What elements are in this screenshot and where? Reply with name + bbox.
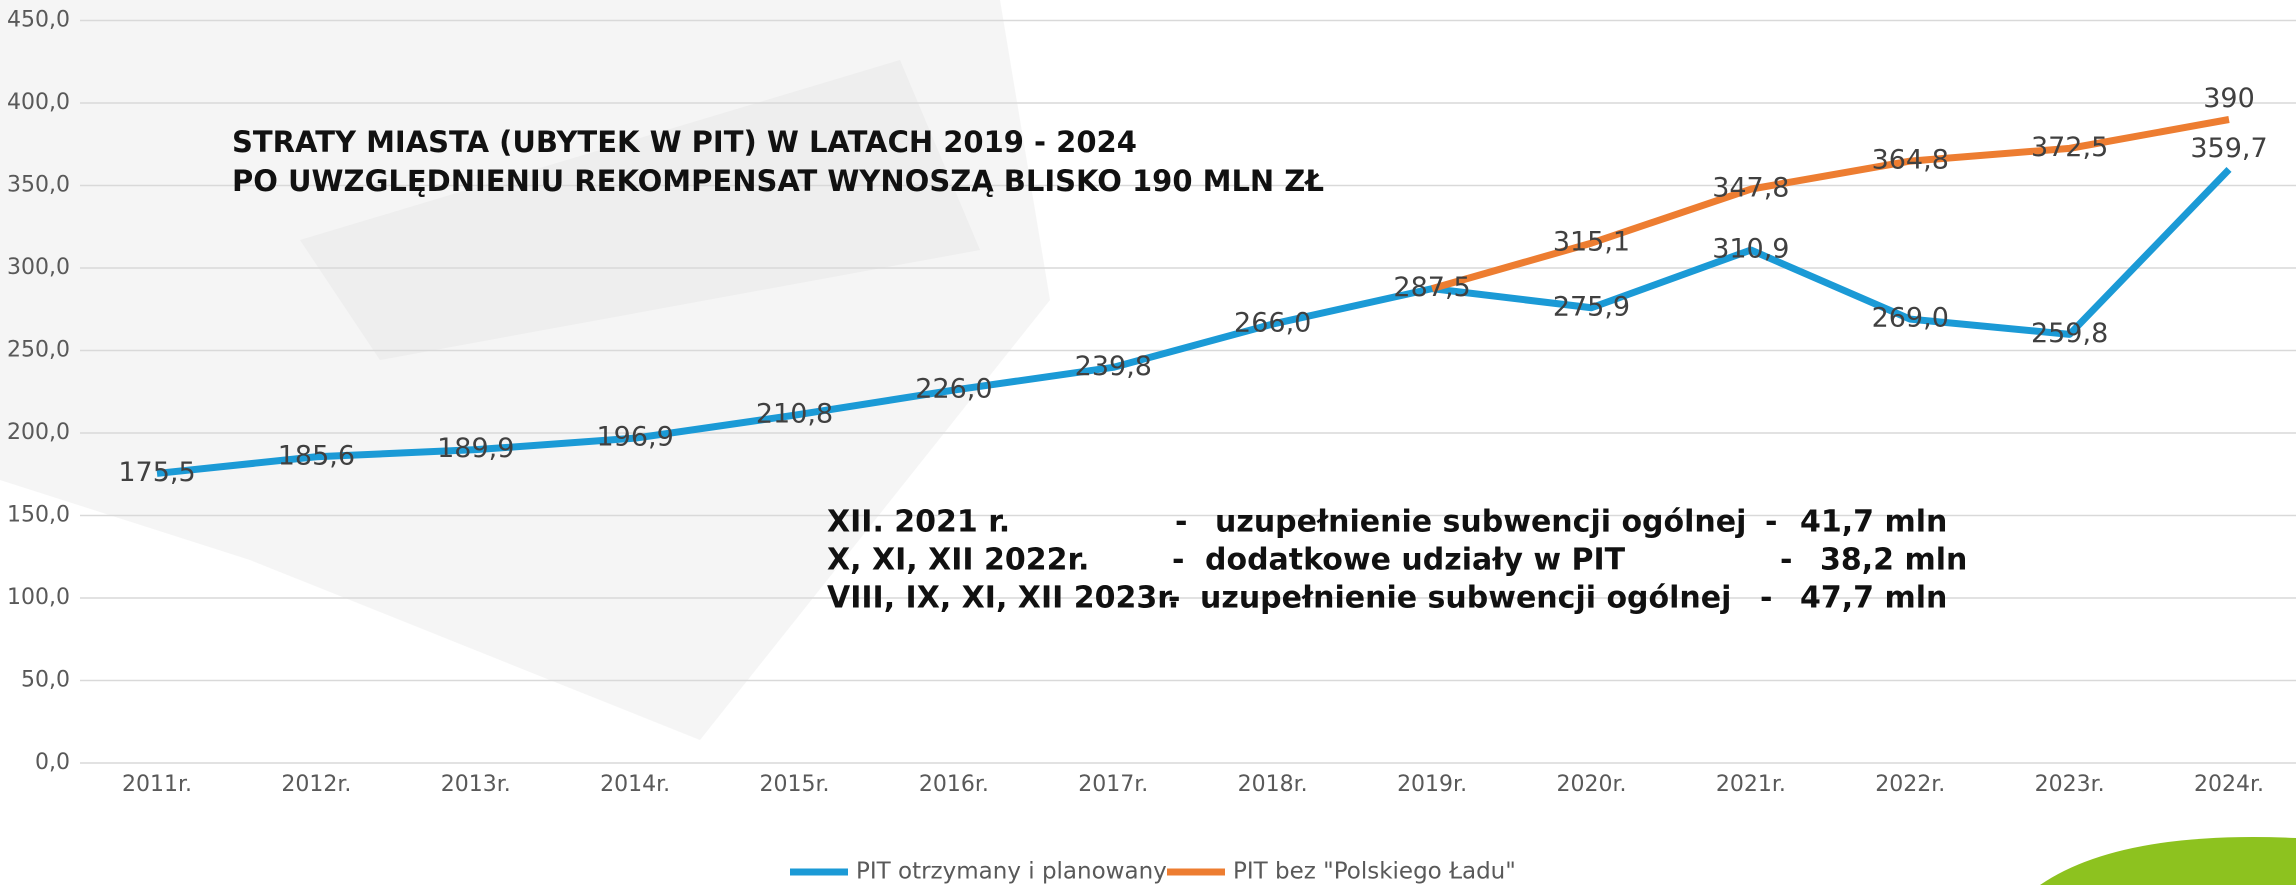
- data-label: 390: [2203, 83, 2255, 114]
- data-label: 372,5: [2031, 132, 2108, 163]
- data-label: 185,6: [278, 440, 355, 471]
- y-tick-label: 450,0: [7, 8, 70, 33]
- annotation-separator: -: [1175, 505, 1187, 540]
- legend-label: PIT bez "Polskiego Ładu": [1233, 859, 1516, 885]
- data-label: 266,0: [1234, 308, 1311, 339]
- y-tick-label: 400,0: [7, 90, 70, 115]
- x-tick-label: 2023r.: [2035, 772, 2105, 797]
- x-tick-label: 2015r.: [760, 772, 830, 797]
- data-label: 310,9: [1712, 234, 1789, 265]
- annotation-amount: 38,2 mln: [1820, 543, 1967, 578]
- x-tick-label: 2021r.: [1716, 772, 1786, 797]
- data-label: 189,9: [437, 433, 514, 464]
- annotation-desc: dodatkowe udziały w PIT: [1205, 543, 1626, 578]
- data-label: 175,5: [118, 457, 195, 488]
- chart-title: PO UWZGLĘDNIENIU REKOMPENSAT WYNOSZĄ BLI…: [232, 164, 1324, 198]
- data-label: 210,8: [756, 399, 833, 430]
- background-art: [0, 0, 1050, 740]
- y-tick-label: 50,0: [21, 668, 70, 693]
- y-tick-label: 200,0: [7, 420, 70, 445]
- data-label: 275,9: [1553, 291, 1630, 322]
- data-label: 226,0: [915, 374, 992, 405]
- data-label: 196,9: [597, 422, 674, 453]
- series-line: [1431, 116, 2230, 292]
- data-label: 287,5: [1393, 272, 1470, 303]
- y-tick-label: 0,0: [35, 750, 70, 775]
- x-tick-label: 2020r.: [1556, 772, 1626, 797]
- data-label: 315,1: [1553, 227, 1630, 258]
- annotation-desc: uzupełnienie subwencji ogólnej: [1200, 581, 1731, 616]
- chart-title: STRATY MIASTA (UBYTEK W PIT) W LATACH 20…: [232, 125, 1137, 159]
- banknote-shade: [300, 60, 980, 360]
- data-label: 239,8: [1075, 351, 1152, 382]
- annotation-period: VIII, IX, XI, XII 2023r.: [827, 581, 1179, 616]
- y-tick-label: 100,0: [7, 585, 70, 610]
- annotation-period: X, XI, XII 2022r.: [827, 543, 1089, 578]
- data-label: 364,8: [1872, 145, 1949, 176]
- annotation-separator: -: [1172, 543, 1184, 578]
- legend-label: PIT otrzymany i planowany: [856, 859, 1167, 885]
- x-tick-label: 2022r.: [1875, 772, 1945, 797]
- data-label: 359,7: [2190, 133, 2267, 164]
- data-label: 269,0: [1872, 303, 1949, 334]
- y-tick-label: 300,0: [7, 255, 70, 280]
- x-tick-label: 2017r.: [1078, 772, 1148, 797]
- x-tick-label: 2012r.: [281, 772, 351, 797]
- annotation-amount: 47,7 mln: [1800, 581, 1947, 616]
- annotation-amount: 41,7 mln: [1800, 505, 1947, 540]
- data-label: 259,8: [2031, 318, 2108, 349]
- x-tick-label: 2019r.: [1397, 772, 1467, 797]
- annotation-separator: -: [1168, 581, 1180, 616]
- x-tick-label: 2016r.: [919, 772, 989, 797]
- y-tick-label: 350,0: [7, 173, 70, 198]
- annotation-desc: uzupełnienie subwencji ogólnej: [1215, 505, 1746, 540]
- data-label: 347,8: [1712, 173, 1789, 204]
- annotation-separator: -: [1765, 505, 1777, 540]
- x-tick-label: 2024r.: [2194, 772, 2264, 797]
- annotation-period: XII. 2021 r.: [827, 505, 1010, 540]
- series-line: [156, 167, 2232, 477]
- annotation-separator: -: [1760, 581, 1772, 616]
- x-tick-label: 2014r.: [600, 772, 670, 797]
- annotation-separator: -: [1780, 543, 1792, 578]
- x-tick-label: 2011r.: [122, 772, 192, 797]
- x-tick-label: 2013r.: [441, 772, 511, 797]
- x-tick-label: 2018r.: [1238, 772, 1308, 797]
- y-tick-label: 250,0: [7, 338, 70, 363]
- corner-accent: [2040, 836, 2296, 885]
- y-tick-label: 150,0: [7, 503, 70, 528]
